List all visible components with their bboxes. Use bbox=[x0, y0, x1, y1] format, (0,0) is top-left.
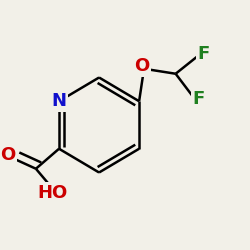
Text: F: F bbox=[193, 90, 205, 108]
Text: N: N bbox=[52, 92, 66, 110]
Text: HO: HO bbox=[38, 184, 68, 202]
Text: F: F bbox=[198, 45, 210, 63]
Text: O: O bbox=[0, 146, 16, 164]
Text: O: O bbox=[134, 57, 149, 75]
